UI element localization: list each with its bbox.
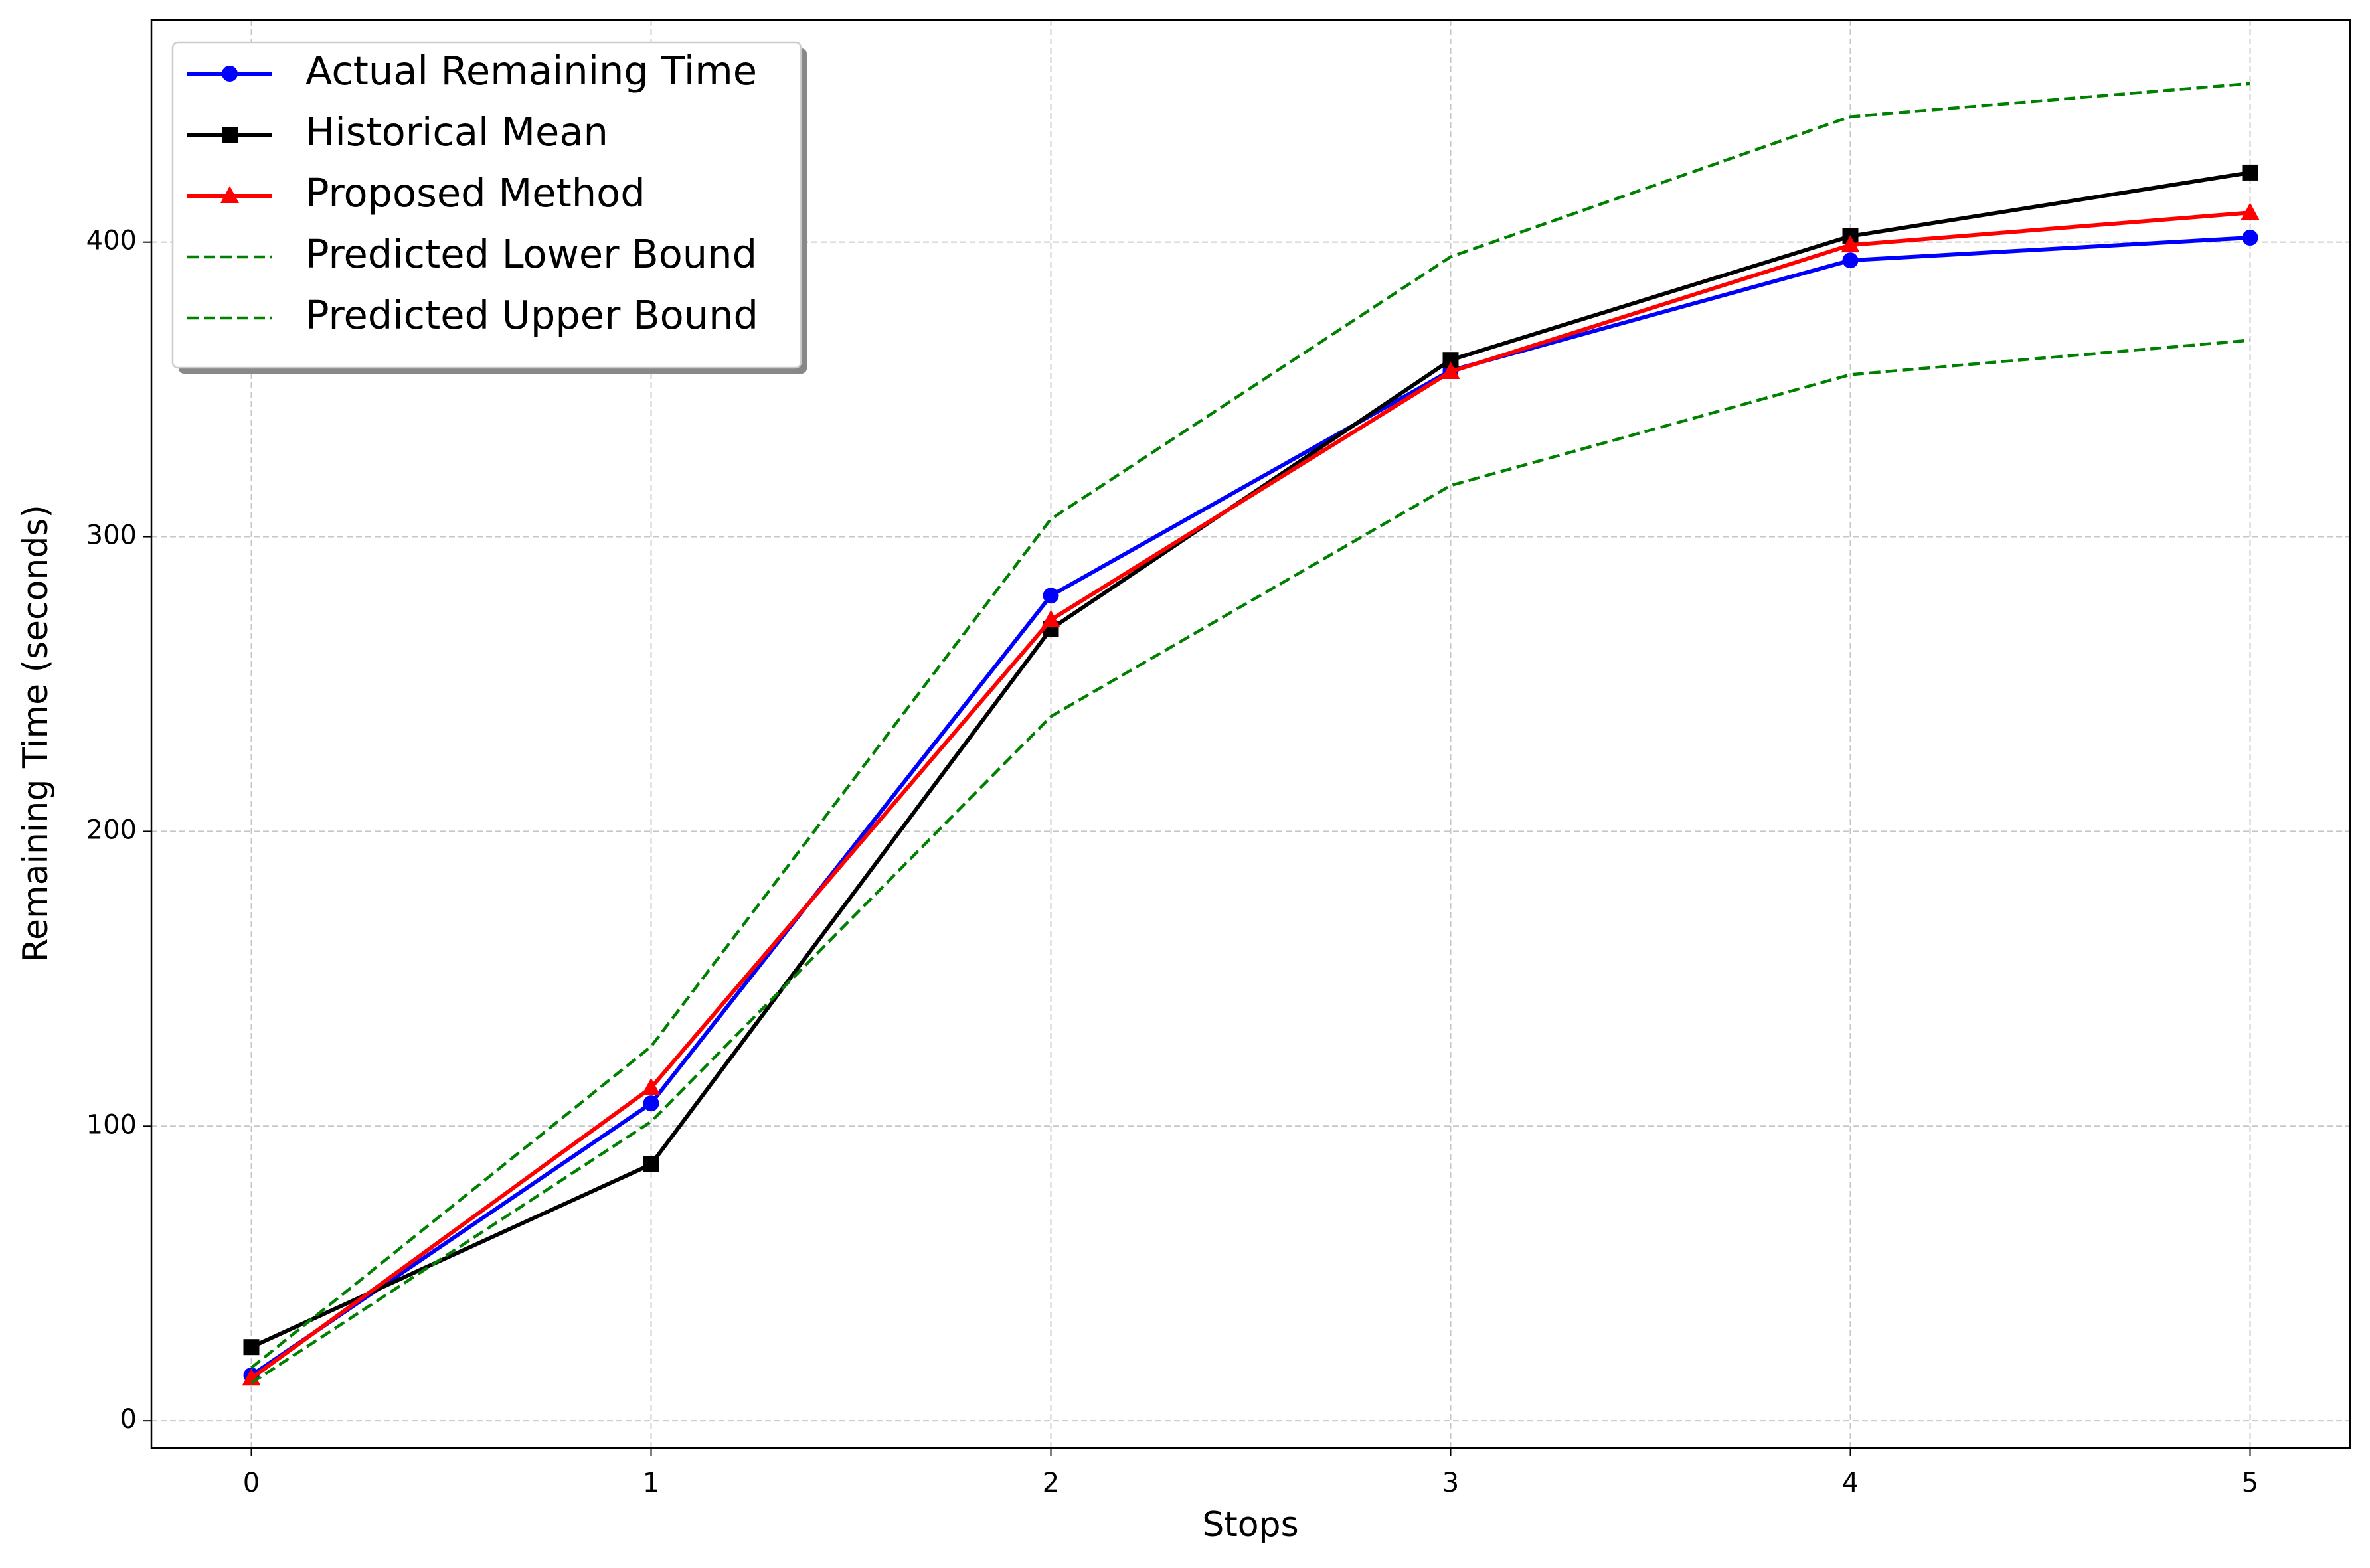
point (643, 1095, 659, 1112)
point (1043, 588, 1059, 604)
series-line (250, 236, 2250, 1377)
y-tick-label: 0 (120, 1404, 137, 1435)
legend-label: Actual Remaining Time (305, 48, 757, 94)
series-line (250, 82, 2250, 1370)
point (1842, 252, 1859, 269)
point (2242, 230, 2258, 246)
x-tick-label: 5 (2242, 1468, 2258, 1498)
legend-box (171, 41, 802, 369)
y-tick-label: 200 (86, 815, 137, 845)
legend: Actual Remaining Time Historical Mean Prop… (171, 41, 807, 374)
series-line (250, 210, 2250, 1380)
point (641, 1077, 661, 1095)
x-tick-label: 0 (243, 1468, 260, 1498)
y-axis-label: Remaining Time (seconds) (16, 505, 56, 963)
point (1441, 361, 1460, 379)
legend-label: Predicted Lower Bound (305, 231, 757, 277)
point (2242, 164, 2258, 181)
legend-label: Proposed Method (305, 170, 645, 216)
x-tick-label: 2 (1043, 1468, 1059, 1498)
y-tick-label: 100 (86, 1109, 137, 1140)
x-tick-label: 1 (643, 1468, 659, 1498)
plot-frame (150, 19, 2351, 1449)
legend-marker (222, 127, 238, 143)
point (243, 1339, 260, 1356)
legend-marker (222, 66, 238, 82)
point (2241, 202, 2260, 220)
y-tick-label: 300 (86, 520, 137, 551)
x-tick-label: 4 (1842, 1468, 1859, 1498)
point (1841, 235, 1860, 253)
x-tick-label: 3 (1442, 1468, 1459, 1498)
point (643, 1156, 659, 1172)
y-tick-label: 400 (86, 226, 137, 256)
x-axis-label: Stops (1202, 1505, 1298, 1545)
point (1041, 609, 1060, 627)
legend-label: Historical Mean (305, 109, 608, 155)
legend-label: Predicted Upper Bound (305, 292, 758, 338)
legend-marker (220, 186, 239, 203)
